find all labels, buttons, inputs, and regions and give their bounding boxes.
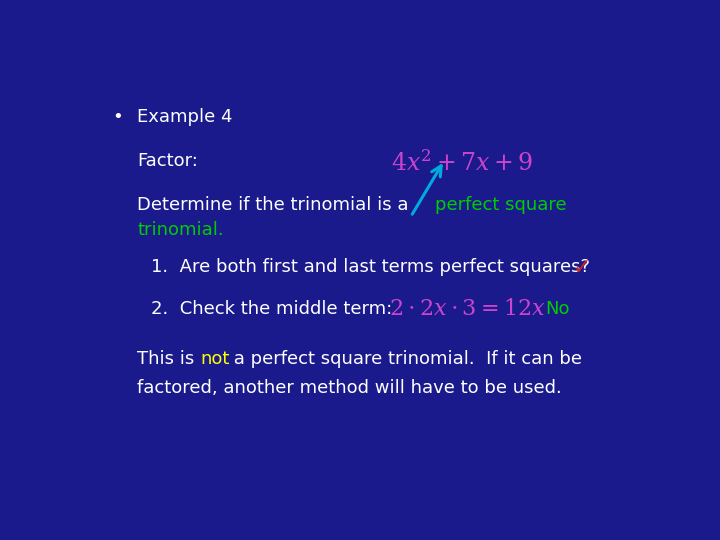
Text: $2 \cdot 2x \cdot 3=12x$: $2 \cdot 2x \cdot 3=12x$ xyxy=(389,298,545,320)
Text: a perfect square trinomial.  If it can be: a perfect square trinomial. If it can be xyxy=(228,349,582,368)
Text: No: No xyxy=(545,300,570,318)
Text: not: not xyxy=(200,349,229,368)
Text: Determine if the trinomial is a: Determine if the trinomial is a xyxy=(138,196,415,214)
Text: perfect square: perfect square xyxy=(435,196,567,214)
Text: factored, another method will have to be used.: factored, another method will have to be… xyxy=(138,379,562,397)
Text: $4x^2+7x+9$: $4x^2+7x+9$ xyxy=(392,150,534,176)
Text: Factor:: Factor: xyxy=(138,152,198,170)
Text: Example 4: Example 4 xyxy=(138,109,233,126)
Text: This is: This is xyxy=(138,349,200,368)
Text: •: • xyxy=(112,109,123,126)
Text: 1.  Are both first and last terms perfect squares?: 1. Are both first and last terms perfect… xyxy=(151,258,590,276)
Text: trinomial.: trinomial. xyxy=(138,221,224,239)
Text: 2.  Check the middle term:: 2. Check the middle term: xyxy=(151,300,392,318)
Text: ✓: ✓ xyxy=(572,258,591,278)
